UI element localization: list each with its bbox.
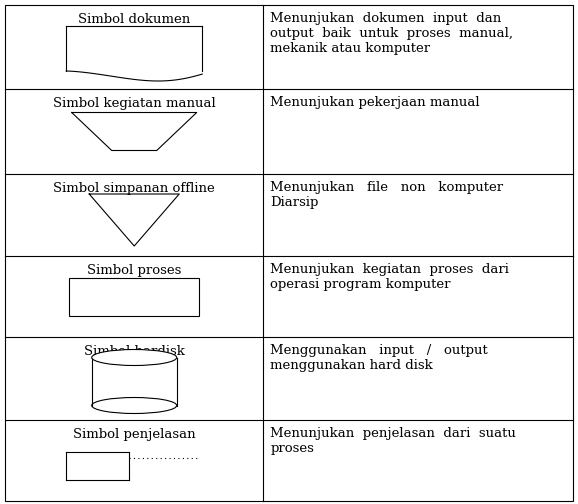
Ellipse shape [92, 349, 177, 365]
Bar [69, 278, 199, 316]
Text: Menunjukan  dokumen  input  dan
output  baik  untuk  proses  manual,
mekanik ata: Menunjukan dokumen input dan output baik… [271, 12, 513, 55]
Text: Simbol kegiatan manual: Simbol kegiatan manual [53, 97, 216, 110]
Text: Menunjukan   file   non   komputer
Diarsip: Menunjukan file non komputer Diarsip [271, 181, 503, 209]
Text: Simbol penjelasan: Simbol penjelasan [73, 428, 195, 441]
Text: Simbol hardisk: Simbol hardisk [84, 345, 184, 358]
Text: Menunjukan  penjelasan  dari  suatu
proses: Menunjukan penjelasan dari suatu proses [271, 427, 516, 455]
Text: Menunjukan  kegiatan  proses  dari
operasi program komputer: Menunjukan kegiatan proses dari operasi … [271, 263, 509, 291]
Text: Simbol simpanan offline: Simbol simpanan offline [53, 182, 215, 195]
Text: Menunjukan pekerjaan manual: Menunjukan pekerjaan manual [271, 96, 480, 109]
Text: Simbol proses: Simbol proses [87, 264, 181, 277]
Text: Simbol dokumen: Simbol dokumen [78, 13, 190, 26]
Text: Menggunakan   input   /   output
menggunakan hard disk: Menggunakan input / output menggunakan h… [271, 344, 488, 372]
